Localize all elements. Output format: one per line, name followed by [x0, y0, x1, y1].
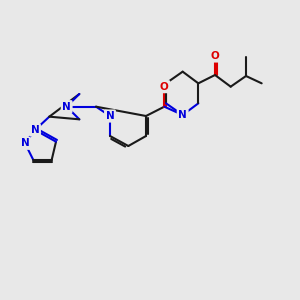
Text: O: O	[160, 82, 169, 92]
Text: N: N	[178, 110, 187, 120]
Text: N: N	[31, 125, 39, 135]
Text: N: N	[21, 138, 29, 148]
Text: O: O	[211, 51, 219, 61]
Text: N: N	[62, 102, 71, 112]
Text: N: N	[106, 111, 114, 121]
